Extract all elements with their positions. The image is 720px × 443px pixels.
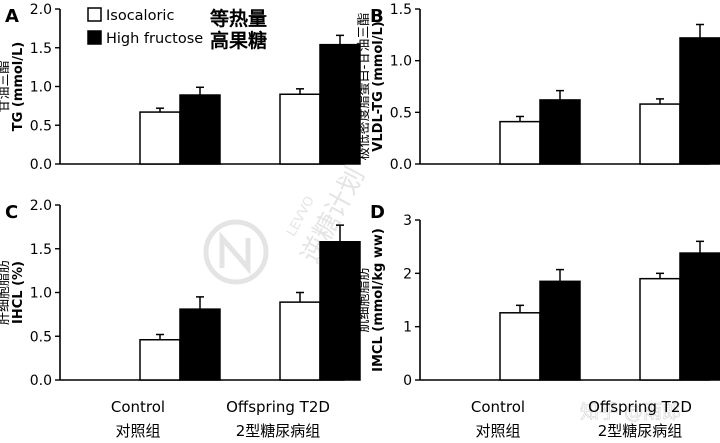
panel-letter: C bbox=[5, 202, 18, 223]
y-tick-label: 1 bbox=[403, 320, 412, 336]
legend-label-high-fructose: High fructose bbox=[106, 31, 203, 47]
y-tick-label: 1.0 bbox=[390, 54, 412, 70]
x-label-offspring-cn: 2型糖尿病组 bbox=[236, 422, 321, 440]
y-tick-label: 3 bbox=[403, 213, 412, 229]
panel-d: 0 1 2 3 D IMCL (mmol/kg ww)肌细胞脂肪 bbox=[356, 202, 720, 389]
y-tick-label: 0.5 bbox=[30, 118, 52, 134]
x-axis-labels-right: Control 对照组 Offspring T2D 2型糖尿病组 bbox=[471, 398, 692, 440]
x-label-control: Control bbox=[111, 398, 165, 416]
bar-high-fructose-control bbox=[539, 280, 581, 381]
y-tick-label: 2.0 bbox=[30, 2, 52, 18]
y-tick-label: 0 bbox=[403, 373, 412, 389]
watermark-source: 知乎 @雨郎 bbox=[580, 401, 681, 423]
y-tick-label: 1.5 bbox=[30, 242, 52, 258]
panel-c: 0.0 0.5 1.0 1.5 2.0 C IHCL (%)肝细胞脂肪 bbox=[0, 198, 361, 389]
bar-isocaloric-offspring bbox=[639, 277, 681, 381]
y-axis-title: IMCL (mmol/kg ww) bbox=[371, 228, 386, 372]
bar-high-fructose-offspring bbox=[319, 241, 361, 381]
watermark-logo-mark-icon bbox=[219, 231, 251, 275]
y-axis-title: TG (mmol/L) bbox=[11, 42, 26, 131]
x-axis-labels-left: Control 对照组 Offspring T2D 2型糖尿病组 bbox=[111, 398, 330, 440]
bar-high-fructose-offspring bbox=[679, 252, 720, 381]
bar-high-fructose-offspring bbox=[679, 37, 720, 165]
y-tick-label: 0.0 bbox=[390, 157, 412, 173]
panel-letter: A bbox=[5, 6, 19, 27]
y-tick-label: 1.0 bbox=[30, 286, 52, 302]
bar-isocaloric-control bbox=[499, 312, 541, 381]
x-label-offspring: Offspring T2D bbox=[226, 398, 330, 416]
y-tick-label: 1.5 bbox=[390, 2, 412, 18]
y-tick-label: 1.5 bbox=[30, 41, 52, 57]
x-label-offspring-right: Offspring T2D bbox=[588, 398, 692, 416]
bar-isocaloric-offspring bbox=[279, 301, 321, 381]
y-tick-label: 0.0 bbox=[30, 157, 52, 173]
y-tick-label: 0.5 bbox=[30, 329, 52, 345]
x-label-control-right: Control bbox=[471, 398, 525, 416]
y-tick-label: 0.5 bbox=[390, 105, 412, 121]
bar-isocaloric-control bbox=[499, 120, 541, 165]
panel-letter: B bbox=[370, 6, 384, 27]
y-tick-label: 1.0 bbox=[30, 80, 52, 96]
y-axis-title: IHCL (%) bbox=[11, 261, 26, 324]
panels: 0.0 0.5 1.0 1.5 2.0 A TG (mmol/L)甘油三酯 0.0 0.5 1.0… bbox=[0, 2, 720, 389]
bar-high-fructose-control bbox=[179, 94, 221, 165]
legend-label-isocaloric: Isocaloric bbox=[106, 8, 174, 24]
x-label-control-right-cn: 对照组 bbox=[475, 422, 520, 440]
legend: Isocaloric High fructose 等热量 高果糖 bbox=[87, 7, 267, 52]
legend-label-high-fructose-cn: 高果糖 bbox=[210, 29, 267, 52]
legend-swatch-high-fructose bbox=[87, 30, 102, 45]
bar-isocaloric-offspring bbox=[279, 93, 321, 165]
legend-label-isocaloric-cn: 等热量 bbox=[209, 7, 267, 30]
bar-isocaloric-offspring bbox=[639, 103, 681, 165]
x-label-control-cn: 对照组 bbox=[115, 422, 160, 440]
bar-high-fructose-control bbox=[539, 99, 581, 165]
bar-isocaloric-control bbox=[139, 111, 181, 165]
y-tick-label: 2 bbox=[403, 266, 412, 282]
y-tick-label: 0.0 bbox=[30, 373, 52, 389]
watermark-logo-icon bbox=[203, 219, 269, 285]
y-axis-title-cn: 肝细胞脂肪 bbox=[0, 260, 12, 325]
bar-high-fructose-control bbox=[179, 308, 221, 381]
legend-swatch-isocaloric bbox=[87, 7, 102, 22]
bar-high-fructose-offspring bbox=[319, 43, 361, 165]
y-axis-title-cn: 甘油三酯 bbox=[0, 60, 12, 112]
y-tick-label: 2.0 bbox=[30, 198, 52, 214]
y-axis-title-cn: 肌细胞脂肪 bbox=[356, 267, 372, 332]
bar-isocaloric-control bbox=[139, 339, 181, 381]
panel-letter: D bbox=[370, 202, 385, 223]
x-label-offspring-right-cn: 2型糖尿病组 bbox=[598, 422, 683, 440]
y-axis-title: VLDL-TG (mmol/L) bbox=[371, 21, 386, 151]
y-axis-title-cn: 极低密度脂蛋白-甘油三酯 bbox=[356, 13, 372, 161]
panel-a: 0.0 0.5 1.0 1.5 2.0 A TG (mmol/L)甘油三酯 bbox=[0, 2, 361, 173]
